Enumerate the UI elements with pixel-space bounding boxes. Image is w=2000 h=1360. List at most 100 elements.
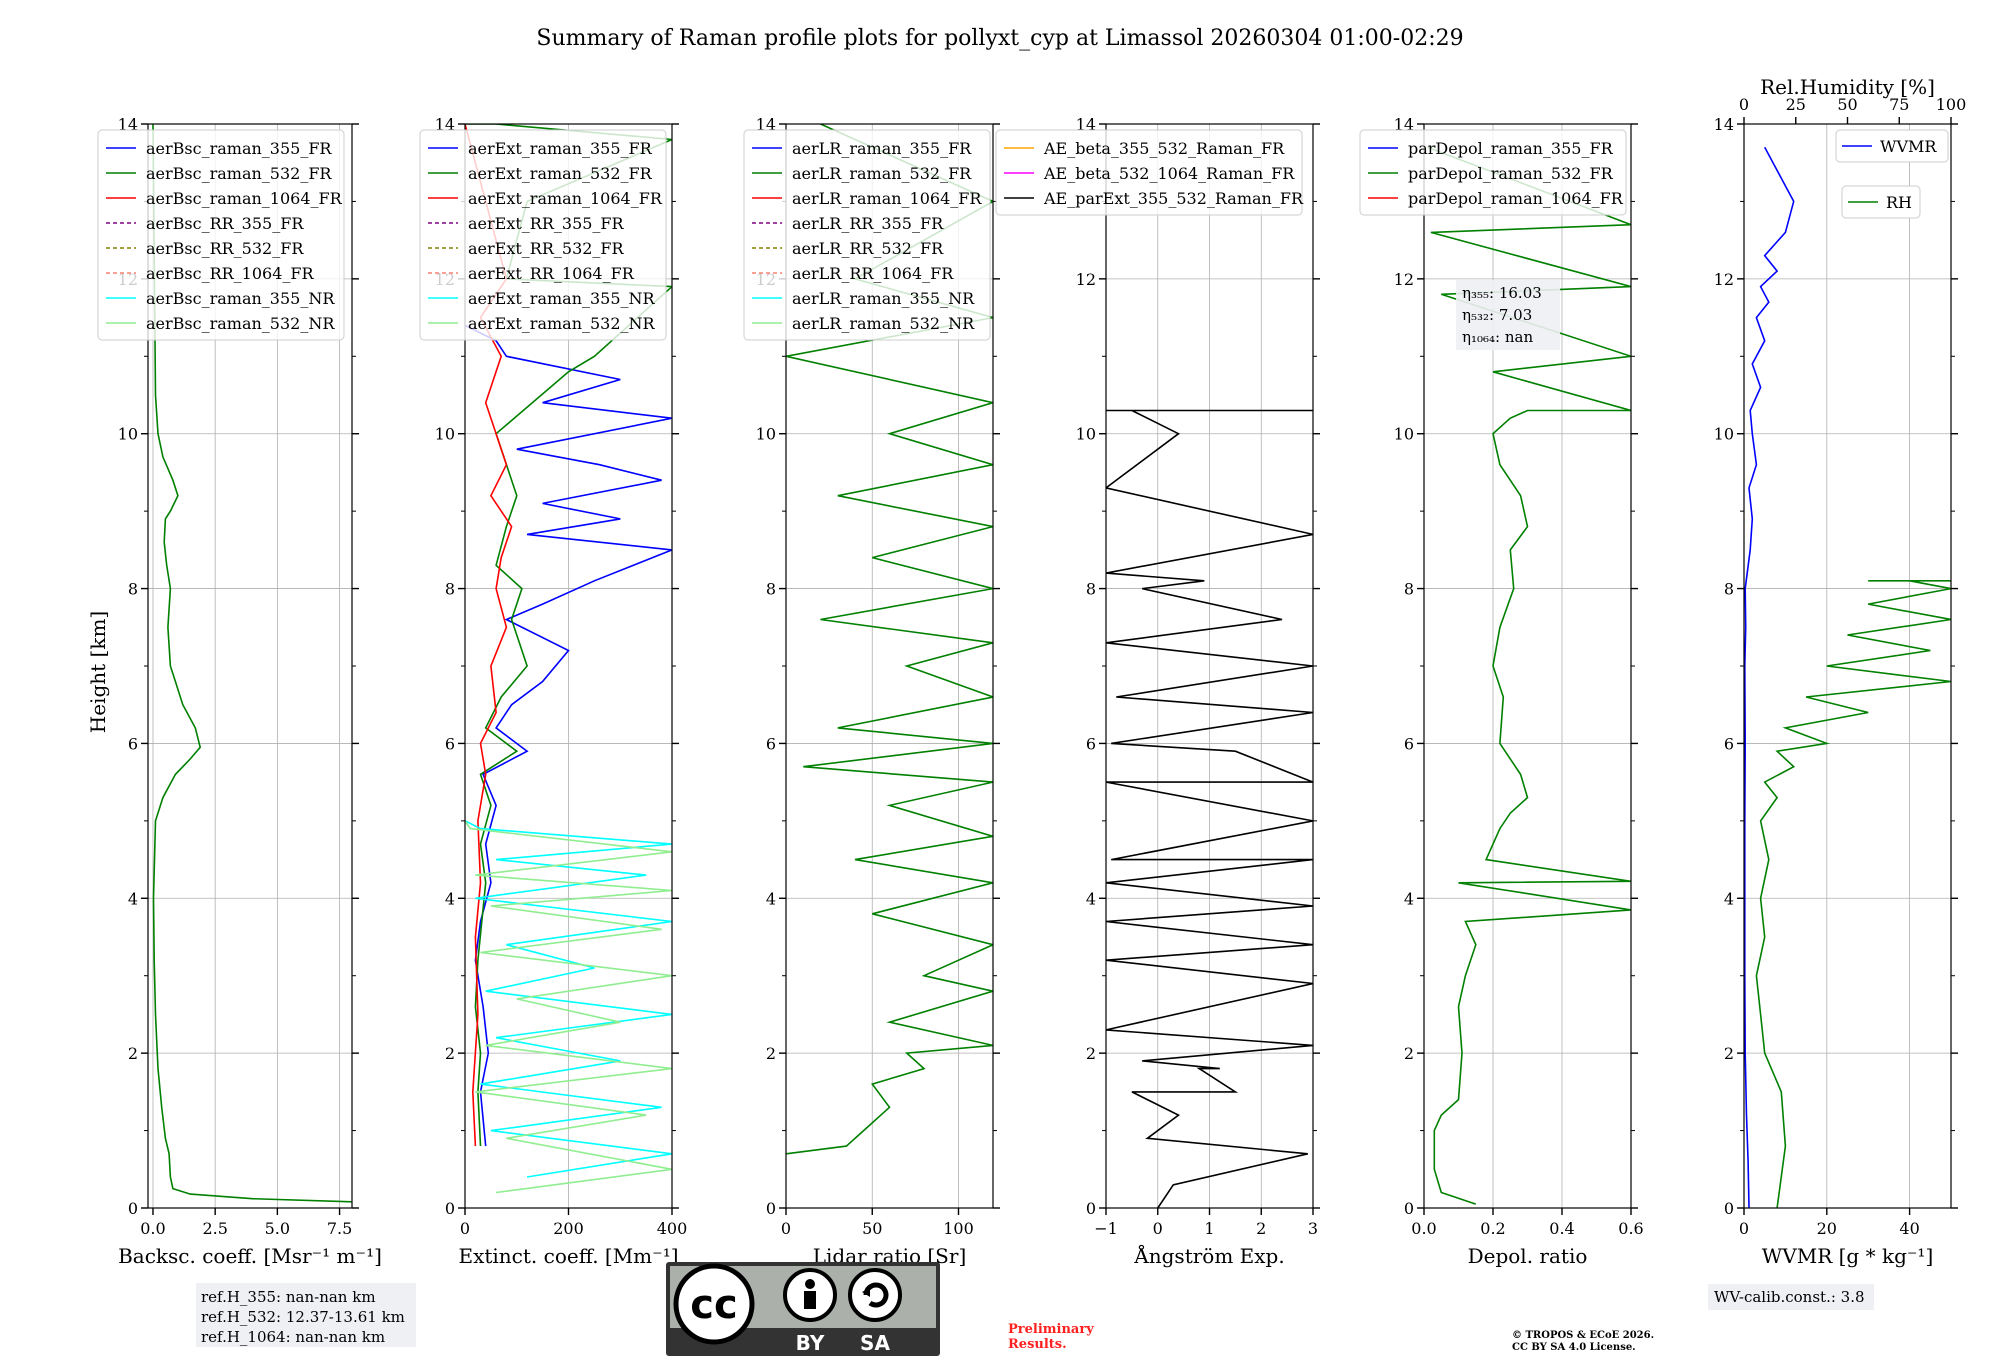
y-tick-label: 14 — [1394, 115, 1414, 134]
y-tick-label: 2 — [766, 1044, 776, 1063]
x-axis-label: Ångström Exp. — [1133, 1243, 1284, 1268]
y-tick-label: 2 — [1086, 1044, 1096, 1063]
refh-1064: ref.H_1064: nan-nan km — [201, 1328, 385, 1346]
legend-box — [1835, 129, 1949, 163]
legend-label: aerLR_raman_532_NR — [792, 314, 975, 333]
series-line-AE_parExt_355_532_Raman_FR — [1106, 409, 1313, 1208]
panel-depol: 0 2 4 6 8 10 12 14 0.0 0.2 0.4 0.6 Depol. ratio parDe… — [1359, 115, 1644, 1268]
legend-label: aerLR_raman_532_FR — [792, 164, 972, 183]
copyright-line1: © TROPOS & ECoE 2026. — [1512, 1330, 1654, 1341]
y-tick-label: 6 — [1404, 734, 1414, 753]
legend: aerLR_raman_355_FR aerLR_raman_532_FR aerL… — [743, 129, 991, 341]
y-tick-label: 12 — [1076, 270, 1096, 289]
y-tick-label: 8 — [128, 580, 138, 599]
series-line-WVMR — [1744, 146, 1795, 1208]
eta-line: η₃₅₅: 16.03 — [1462, 284, 1542, 302]
legend-label: aerLR_raman_355_FR — [792, 139, 972, 158]
legend-label: aerLR_raman_355_NR — [792, 289, 975, 308]
y-axis-label: Height [km] — [86, 611, 110, 733]
x-tick-label: 20 — [1817, 1219, 1837, 1238]
y-tick-label: 4 — [766, 889, 776, 908]
y-tick-label: 2 — [128, 1044, 138, 1063]
y-tick-label: 8 — [1724, 580, 1734, 599]
sa-label: SA — [860, 1331, 890, 1355]
wv-calib-text: WV-calib.const.: 3.8 — [1714, 1288, 1865, 1306]
x-tick-label: 2.5 — [202, 1219, 227, 1238]
y-tick-label: 10 — [1714, 425, 1734, 444]
legend: aerExt_raman_355_FR aerExt_raman_532_FRae… — [419, 129, 667, 341]
plot-frame — [1743, 123, 1952, 1209]
x-tick-label: 0.4 — [1549, 1219, 1574, 1238]
x-tick-label: 2 — [1256, 1219, 1266, 1238]
y-tick-label: 10 — [118, 425, 138, 444]
legend: aerBsc_raman_355_FR aerBsc_raman_532_FRae… — [97, 129, 345, 341]
y-tick-label: 14 — [756, 115, 776, 134]
y-tick-label: 10 — [435, 425, 455, 444]
legend-label: aerBsc_raman_532_NR — [146, 314, 335, 333]
series-line-aerBsc_raman_532_FR — [152, 124, 352, 1203]
x-tick-label: 0 — [781, 1219, 791, 1238]
x-axis-label: Depol. ratio — [1468, 1244, 1588, 1268]
figure-title: Summary of Raman profile plots for polly… — [536, 26, 1463, 51]
y-tick-label: 2 — [445, 1044, 455, 1063]
eta-box — [1456, 280, 1560, 350]
legend-label: aerExt_raman_532_FR — [468, 164, 653, 183]
legend-label: aerLR_raman_1064_FR — [792, 189, 982, 208]
x-tick-label: 0 — [1153, 1219, 1163, 1238]
y-tick-label: 4 — [445, 889, 455, 908]
y-tick-label: 14 — [118, 115, 138, 134]
legend-label: aerExt_raman_1064_FR — [468, 189, 663, 208]
y-tick-label: 12 — [1394, 270, 1414, 289]
y-tick-label: 0 — [1086, 1199, 1096, 1218]
legend-label: aerBsc_raman_355_NR — [146, 289, 335, 308]
legend-label: aerBsc_RR_1064_FR — [146, 264, 315, 283]
y-tick-label: 8 — [766, 580, 776, 599]
license-badge[interactable]: cc BY SA — [666, 1262, 940, 1356]
legend-label: RH — [1886, 193, 1912, 212]
legend-box — [1841, 185, 1921, 219]
series-line-aerExt_raman_355_NR — [465, 820, 672, 1178]
y-tick-label: 8 — [1086, 580, 1096, 599]
legend-label: aerExt_RR_355_FR — [468, 214, 625, 233]
legend-label: aerBsc_raman_532_FR — [146, 164, 332, 183]
series-line-parDepol_raman_532_FR — [1427, 146, 1631, 1205]
series-line-aerExt_raman_532_NR — [465, 820, 672, 1194]
panel-wvmr: 0 2 4 6 8 10 12 14 0 20 40 WVMR [g * kg⁻¹] 0 25 50 75 10… — [1714, 75, 1967, 1268]
legend-box — [1359, 129, 1627, 216]
y-tick-label: 14 — [1714, 115, 1734, 134]
by-label: BY — [796, 1331, 825, 1355]
x-tick-label: 100 — [943, 1219, 974, 1238]
legend-label: aerLR_RR_532_FR — [792, 239, 944, 258]
cc-logo-text: cc — [690, 1282, 737, 1328]
legend-label: aerExt_raman_532_NR — [468, 314, 656, 333]
panel-lidar_ratio: 02468101214050100Lidar ratio [Sr]aerLR_r… — [743, 115, 1000, 1268]
series-line-aerExt_raman_355_FR — [465, 324, 672, 1147]
legend-label: WVMR — [1880, 137, 1937, 156]
x-tick-label: 40 — [1899, 1219, 1919, 1238]
legend-label: aerLR_RR_1064_FR — [792, 264, 954, 283]
legend-box — [97, 129, 345, 341]
preliminary-line1: Preliminary — [1008, 1322, 1094, 1337]
y-tick-label: 4 — [1086, 889, 1096, 908]
legend-label: parDepol_raman_1064_FR — [1408, 189, 1624, 208]
y-tick-label: 6 — [1086, 734, 1096, 753]
y-tick-label: 14 — [1076, 115, 1096, 134]
top-tick-label: 50 — [1837, 95, 1857, 114]
x-tick-label: 7.5 — [327, 1219, 352, 1238]
legend-label: aerExt_RR_532_FR — [468, 239, 625, 258]
legend: parDepol_raman_355_FR parDepol_raman_532_… — [1359, 129, 1627, 216]
series-line-aerExt_raman_1064_FR — [465, 124, 513, 1147]
y-tick-label: 14 — [435, 115, 455, 134]
eta-line: η₁₀₆₄: nan — [1462, 328, 1533, 346]
x-tick-label: 0.0 — [140, 1219, 165, 1238]
x-tick-label: 0.2 — [1480, 1219, 1505, 1238]
x-tick-label: 0.6 — [1618, 1219, 1643, 1238]
legend-label: aerLR_RR_355_FR — [792, 214, 944, 233]
y-tick-label: 6 — [1724, 734, 1734, 753]
legend-label: aerExt_raman_355_FR — [468, 139, 653, 158]
y-tick-label: 0 — [766, 1199, 776, 1218]
series-line-aerLR_raman_532_FR — [786, 124, 993, 1155]
legend-label: aerBsc_RR_355_FR — [146, 214, 304, 233]
refh-532: ref.H_532: 12.37-13.61 km — [201, 1308, 405, 1326]
